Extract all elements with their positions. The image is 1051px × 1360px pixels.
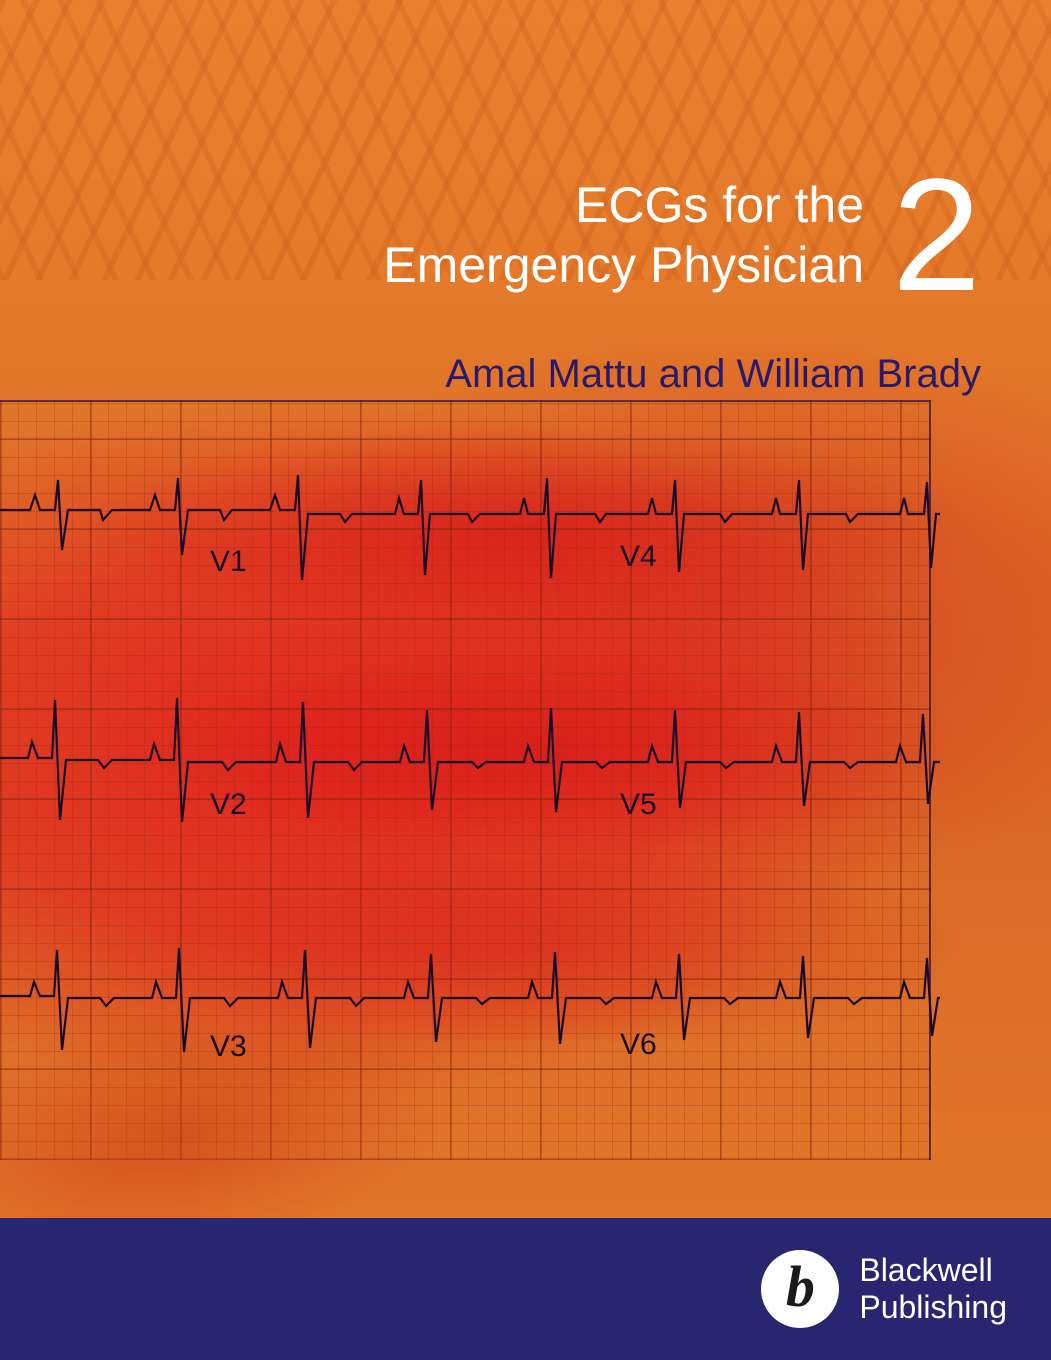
lead-label-v4: V4 bbox=[620, 540, 657, 574]
title-line2: Emergency Physician bbox=[383, 237, 864, 293]
ecg-row-3: V3 V6 bbox=[0, 920, 940, 1100]
authors: Amal Mattu and William Brady bbox=[445, 352, 981, 397]
lead-label-v1: V1 bbox=[210, 545, 247, 579]
lead-label-v6: V6 bbox=[620, 1028, 657, 1062]
title-block: ECGs for the Emergency Physician 2 bbox=[383, 155, 981, 315]
publisher-logo: b bbox=[761, 1250, 839, 1328]
ecg-row-1: V1 V4 bbox=[0, 440, 940, 620]
title-line1: ECGs for the bbox=[575, 177, 864, 233]
book-title: ECGs for the Emergency Physician bbox=[383, 175, 864, 295]
ecg-trace-1 bbox=[0, 440, 940, 620]
lead-label-v5: V5 bbox=[620, 788, 657, 822]
lead-label-v2: V2 bbox=[210, 788, 247, 822]
logo-letter: b bbox=[786, 1258, 815, 1316]
volume-number: 2 bbox=[892, 155, 981, 315]
ecg-trace-2 bbox=[0, 680, 940, 860]
book-cover: ECGs for the Emergency Physician 2 Amal … bbox=[0, 0, 1051, 1360]
publisher-line2: Publishing bbox=[859, 1289, 1007, 1325]
publisher-name: Blackwell Publishing bbox=[859, 1252, 1007, 1326]
publisher-footer: b Blackwell Publishing bbox=[0, 1218, 1051, 1360]
ecg-trace-3 bbox=[0, 920, 940, 1100]
lead-label-v3: V3 bbox=[210, 1030, 247, 1064]
publisher-line1: Blackwell bbox=[859, 1252, 992, 1288]
ecg-row-2: V2 V5 bbox=[0, 680, 940, 860]
